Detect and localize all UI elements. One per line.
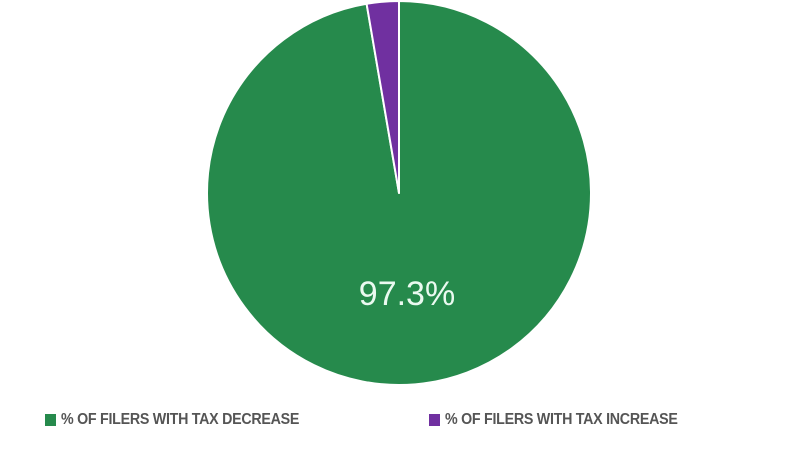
- legend-item-tax-decrease[interactable]: % OF FILERS WITH TAX DECREASE: [45, 410, 320, 430]
- legend-item-tax-increase[interactable]: % OF FILERS WITH TAX INCREASE: [429, 410, 698, 430]
- legend-swatch-green: [45, 414, 56, 426]
- chart-legend: % OF FILERS WITH TAX DECREASE % OF FILER…: [0, 410, 800, 430]
- slice-label-tax-decrease: 97.3%: [359, 275, 455, 313]
- legend-label-tax-increase: % OF FILERS WITH TAX INCREASE: [445, 411, 678, 428]
- legend-swatch-purple: [429, 414, 440, 426]
- legend-label-tax-decrease: % OF FILERS WITH TAX DECREASE: [61, 411, 300, 428]
- slice-tax-increase[interactable]: [365, 0, 400, 194]
